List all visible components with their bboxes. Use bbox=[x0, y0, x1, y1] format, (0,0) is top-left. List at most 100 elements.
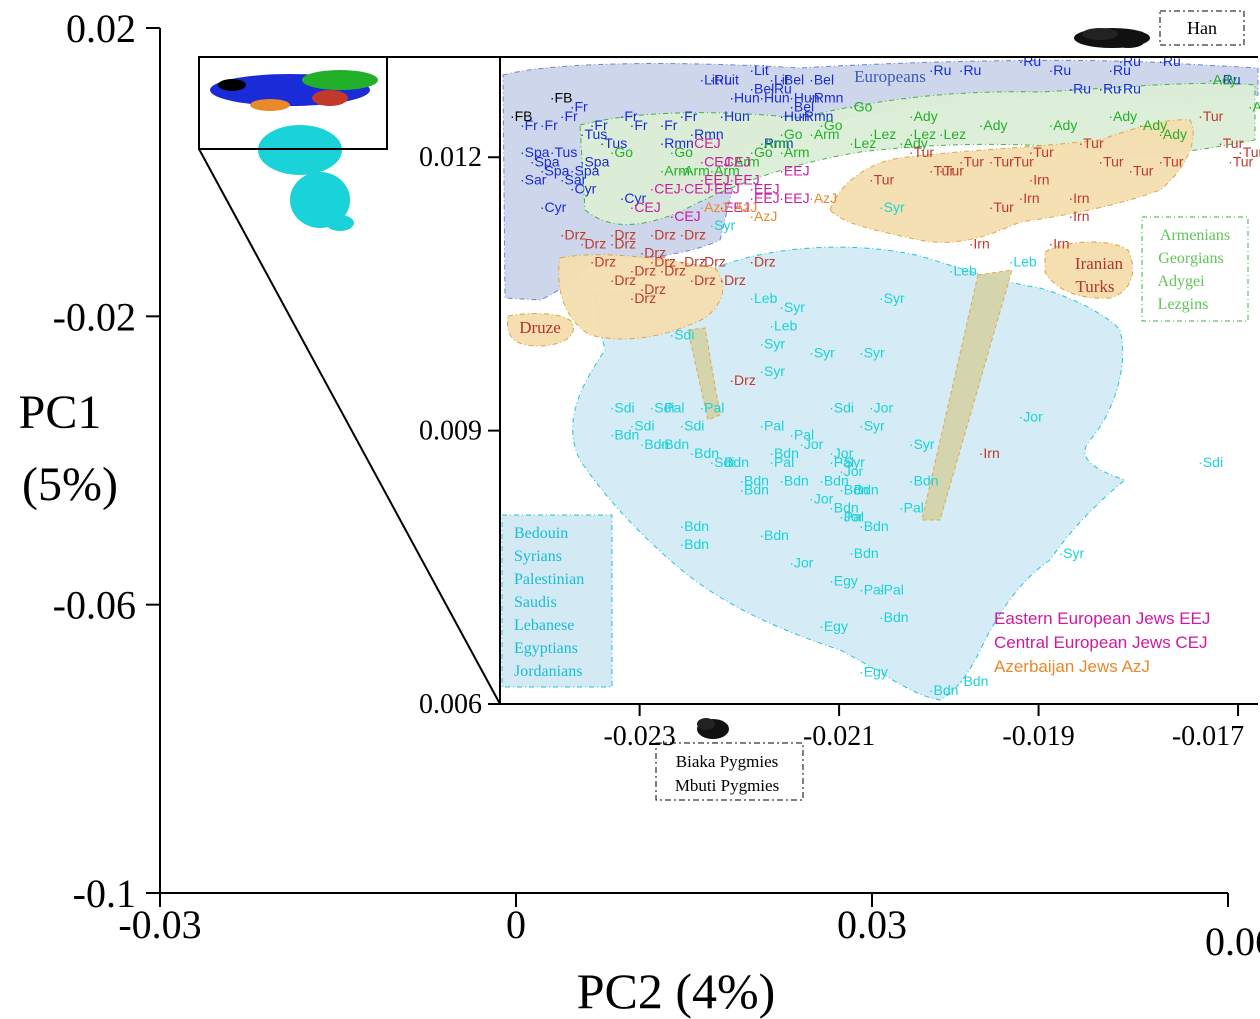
data-point-fb: ·FB bbox=[510, 108, 533, 124]
data-point-drz: ·Drz bbox=[680, 226, 706, 242]
data-point-cej: ·CEJ bbox=[690, 135, 721, 151]
data-point-eej: ·EEJ bbox=[779, 190, 809, 206]
data-point-ru: ·Ru bbox=[1158, 53, 1181, 69]
data-point-rmn: ·Rmn bbox=[690, 126, 724, 142]
caucasus-legend-adygei: Adygei bbox=[1157, 273, 1205, 290]
data-point-lez: ·Lez bbox=[939, 126, 966, 142]
data-point-tur: ·Tur bbox=[1128, 162, 1153, 178]
data-point-go: ·Go bbox=[779, 126, 803, 142]
data-point-fr: ·Fr bbox=[660, 117, 678, 133]
caucasus-region bbox=[579, 82, 1256, 225]
main-x-tick-label: -0.03 bbox=[118, 902, 201, 947]
data-point-tus: ·Tus bbox=[580, 126, 607, 142]
data-point-ady: ·Ady bbox=[1208, 71, 1237, 87]
data-point-tur: ·Tur bbox=[989, 153, 1014, 169]
data-point-tur: ·Tur bbox=[959, 153, 984, 169]
data-point-pal: ·Pal bbox=[829, 454, 854, 470]
data-point-bdn: ·Bdn bbox=[719, 454, 749, 470]
data-point-sdi: ·Sdi bbox=[650, 399, 675, 415]
data-point-drz: ·Drz bbox=[719, 272, 745, 288]
data-point-arm: ·Arm bbox=[779, 144, 809, 160]
data-point-pal: ·Pal bbox=[660, 399, 685, 415]
data-point-pal: ·Pal bbox=[879, 582, 904, 598]
data-point-bel: ·Bel bbox=[809, 71, 834, 87]
data-point-hun: ·Hun bbox=[729, 90, 759, 106]
data-point-bdn: ·Bdn bbox=[680, 518, 710, 534]
data-point-irn: ·Irn bbox=[1049, 235, 1070, 251]
main-y-tick-label: -0.1 bbox=[73, 871, 136, 916]
data-point-hun: ·Hun bbox=[719, 108, 749, 124]
bridge-region-right bbox=[921, 269, 1013, 521]
data-point-lit: ·Lit bbox=[699, 71, 719, 87]
data-point-bdn: ·Bdn bbox=[769, 445, 799, 461]
data-point-eej: ·EEJ bbox=[729, 172, 759, 188]
data-point-fr: ·Fr bbox=[590, 117, 608, 133]
legend-azj: Azerbaijan Jews AzJ bbox=[994, 657, 1150, 676]
data-point-tur: ·Tur bbox=[929, 162, 954, 178]
data-point-arm: ·Arm bbox=[709, 162, 739, 178]
data-point-irn: ·Irn bbox=[979, 445, 1000, 461]
data-point-arm: ·Arm bbox=[680, 162, 710, 178]
zoom-line-bottom bbox=[198, 148, 501, 705]
data-point-fr: ·Fr bbox=[630, 117, 648, 133]
data-point-go: ·Go bbox=[849, 99, 873, 115]
data-point-cyr: ·Cyr bbox=[540, 199, 567, 215]
data-point-go: ·Go bbox=[670, 144, 694, 160]
data-point-ady: ·Ady bbox=[1138, 117, 1167, 133]
data-point-rmn: ·Rmn bbox=[809, 90, 843, 106]
data-point-bdn: ·Bdn bbox=[759, 527, 789, 543]
data-point-pal: ·Pal bbox=[699, 399, 724, 415]
data-point-go: ·Go bbox=[819, 117, 843, 133]
main-x-tick-label: 0 bbox=[506, 902, 526, 947]
data-point-sdi: ·Sdi bbox=[829, 399, 854, 415]
data-point-bdn: ·Bdn bbox=[819, 472, 849, 488]
data-point-drz: ·Drz bbox=[610, 235, 636, 251]
middle-east-legend-box bbox=[501, 514, 613, 688]
data-point-syr: ·Syr bbox=[859, 418, 885, 434]
data-point-go: ·Go bbox=[610, 144, 634, 160]
data-point-eej: ·EEJ bbox=[749, 181, 779, 197]
data-point-cyr: ·Cyr bbox=[620, 190, 647, 206]
data-point-eej: ·EEJ bbox=[749, 190, 779, 206]
data-point-drz: ·Drz bbox=[610, 272, 636, 288]
data-point-spa: ·Spa bbox=[580, 153, 610, 169]
data-point-jor: ·Jor bbox=[839, 509, 863, 525]
middle-east-legend-item: Bedouin bbox=[514, 525, 568, 542]
data-point-drz: ·Drz bbox=[650, 254, 676, 270]
data-point-jor: ·Jor bbox=[789, 554, 813, 570]
biaka-pygmies-label: Biaka Pygmies bbox=[676, 752, 778, 771]
data-point-bel: ·Bel bbox=[789, 99, 814, 115]
inset-y-ticks: 0.012 0.009 0.006 bbox=[419, 142, 500, 720]
data-point-arm: ·Arm bbox=[809, 126, 839, 142]
data-point-ady: ·Ady bbox=[1049, 117, 1078, 133]
data-point-cej: ·CEJ bbox=[630, 199, 661, 215]
data-point-lit: ·Lit bbox=[749, 62, 769, 78]
data-point-drz: ·Drz bbox=[660, 263, 686, 279]
druze-label: Druze bbox=[519, 318, 561, 337]
data-point-azj: ·AzJ bbox=[729, 199, 757, 215]
turks-label: Turks bbox=[1075, 277, 1114, 296]
data-point-sar: ·Sar bbox=[520, 172, 547, 188]
inset-plot: Europeans Druze Iranian Turks ·Ru ·Ru·Ru·… bbox=[419, 53, 1260, 752]
zoom-source-cluster bbox=[210, 70, 378, 231]
data-point-spa: ·Spa bbox=[540, 162, 570, 178]
middle-east-legend-item: Jordanians bbox=[514, 663, 582, 680]
data-point-eej: ·EEJ bbox=[779, 162, 809, 178]
data-point-lit: ·Lit bbox=[769, 71, 789, 87]
data-point-cyr: ·Cyr bbox=[570, 181, 597, 197]
data-point-sdi: ·Sdi bbox=[630, 418, 655, 434]
data-point-drz: ·Drz bbox=[580, 235, 606, 251]
data-point-rmn: ·Rmn bbox=[799, 108, 833, 124]
data-point-jor: ·Jor bbox=[809, 491, 833, 507]
data-point-fr: ·Fr bbox=[540, 117, 558, 133]
inset-y-tick-label: 0.012 bbox=[419, 142, 482, 173]
data-point-sdi: ·Sdi bbox=[1198, 454, 1223, 470]
data-point-tur: ·Tur bbox=[1158, 153, 1183, 169]
data-point-ru: ·Ru bbox=[1019, 53, 1042, 69]
data-point-arm: ·Arm bbox=[660, 162, 690, 178]
iranian-region bbox=[1044, 241, 1134, 299]
inset-x-tick-label: -0.021 bbox=[803, 721, 875, 752]
data-point-syr: ·Syr bbox=[809, 345, 835, 361]
data-point-syr: ·Syr bbox=[839, 454, 865, 470]
data-point-jor: ·Jor bbox=[839, 463, 863, 479]
